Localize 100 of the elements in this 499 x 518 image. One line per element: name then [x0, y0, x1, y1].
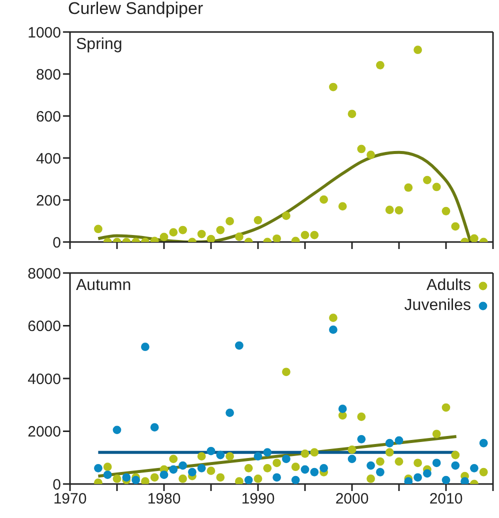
- point: [451, 461, 460, 470]
- point: [94, 464, 102, 472]
- point: [282, 368, 290, 376]
- point: [357, 144, 366, 154]
- point: [442, 476, 450, 484]
- point: [226, 452, 234, 461]
- y-tick-label: 2000: [28, 424, 61, 441]
- point: [103, 462, 112, 472]
- point: [320, 464, 328, 472]
- point: [254, 452, 262, 461]
- point: [178, 461, 187, 470]
- point: [300, 449, 310, 458]
- y-tick-label: 0: [52, 476, 61, 494]
- point: [394, 436, 404, 445]
- point: [197, 230, 206, 238]
- point: [338, 404, 347, 414]
- point: [394, 206, 404, 214]
- point: [300, 230, 310, 240]
- point: [206, 446, 216, 456]
- x-tick-label: 2000: [335, 490, 369, 508]
- point: [216, 473, 225, 482]
- point: [216, 450, 225, 460]
- point: [338, 202, 347, 210]
- point: [291, 476, 300, 484]
- point: [226, 217, 234, 226]
- point: [432, 182, 441, 192]
- point: [94, 224, 102, 234]
- point: [197, 452, 206, 461]
- point: [254, 216, 262, 224]
- point: [366, 461, 375, 470]
- y-tick-label: 8000: [28, 265, 61, 282]
- y-tick-label: 200: [36, 192, 61, 210]
- point: [357, 434, 366, 444]
- y-tick-label: 4000: [28, 370, 61, 388]
- y-tick-label: 600: [36, 108, 61, 126]
- point: [404, 183, 413, 192]
- chart-title: Curlew Sandpiper: [68, 0, 204, 19]
- point: [366, 150, 375, 160]
- point: [206, 234, 216, 242]
- point: [385, 438, 394, 448]
- y-tick-label: 0: [52, 234, 61, 252]
- point: [272, 458, 281, 468]
- point: [235, 232, 244, 241]
- x-tick-label: 1980: [147, 490, 181, 508]
- point: [329, 314, 338, 322]
- point: [112, 474, 122, 483]
- point: [291, 462, 300, 472]
- point: [348, 110, 356, 118]
- point: [141, 342, 150, 352]
- point: [376, 60, 384, 70]
- point: [178, 226, 187, 234]
- point: [188, 468, 196, 476]
- point: [329, 326, 338, 334]
- point: [310, 448, 319, 457]
- point: [310, 468, 319, 476]
- point: [160, 470, 168, 479]
- point: [263, 464, 272, 472]
- legend-label: Adults: [426, 277, 471, 295]
- point: [451, 450, 460, 460]
- point: [470, 234, 478, 242]
- point: [300, 465, 310, 474]
- point: [348, 446, 356, 454]
- point: [272, 234, 281, 242]
- point: [282, 212, 290, 220]
- point: [442, 403, 450, 412]
- x-tick-label: 2010: [429, 490, 463, 508]
- point: [423, 176, 432, 184]
- point: [414, 458, 422, 468]
- point: [404, 477, 413, 484]
- point: [460, 477, 469, 484]
- point: [414, 473, 422, 482]
- point: [169, 465, 178, 474]
- point: [216, 226, 225, 234]
- annotation: Autumn: [76, 277, 132, 295]
- y-tick-label: 400: [36, 150, 61, 168]
- point: [479, 468, 488, 476]
- point: [132, 476, 140, 484]
- point: [394, 457, 404, 466]
- point: [432, 430, 441, 438]
- point: [235, 341, 244, 350]
- point: [169, 454, 178, 464]
- point: [385, 448, 394, 457]
- point: [479, 438, 488, 448]
- y-tick-label: 800: [36, 66, 61, 84]
- point: [310, 230, 319, 240]
- annotation: Spring: [76, 36, 122, 54]
- point: [263, 448, 272, 457]
- point: [141, 477, 150, 484]
- y-tick-label: 6000: [28, 318, 61, 336]
- point: [244, 464, 253, 472]
- point: [150, 473, 159, 482]
- point: [451, 222, 460, 231]
- point: [197, 464, 206, 472]
- point: [414, 46, 422, 54]
- point: [206, 466, 216, 476]
- point: [226, 408, 234, 417]
- point: [282, 454, 290, 464]
- point: [244, 476, 253, 484]
- point: [470, 464, 478, 472]
- point: [122, 473, 131, 482]
